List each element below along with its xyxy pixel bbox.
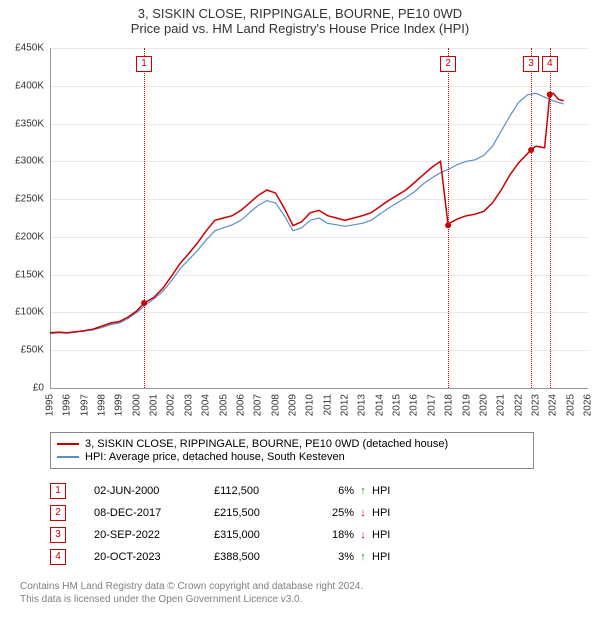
sale-row-badge: 2	[50, 505, 66, 521]
y-tick-label: £250K	[15, 194, 44, 205]
x-tick-label: 2008	[270, 394, 281, 416]
x-tick-label: 2017	[426, 394, 437, 416]
x-tick-label: 2019	[461, 394, 472, 416]
legend-label: HPI: Average price, detached house, Sout…	[85, 451, 345, 463]
sale-row: 3 20-SEP-2022£315,00018%↓HPI	[50, 524, 412, 546]
sale-date: 20-SEP-2022	[94, 529, 214, 541]
y-tick-label: £0	[33, 383, 44, 394]
chart-container: 3, SISKIN CLOSE, RIPPINGALE, BOURNE, PE1…	[0, 0, 600, 620]
sale-marker-line	[550, 48, 551, 388]
series-hpi	[50, 93, 564, 333]
arrow-up-icon: ↑	[354, 551, 372, 563]
y-tick-label: £100K	[15, 307, 44, 318]
arrow-down-icon: ↓	[354, 507, 372, 519]
sale-row-badge: 4	[50, 549, 66, 565]
x-tick-label: 2015	[392, 394, 403, 416]
sale-marker-badge: 2	[440, 56, 456, 72]
x-tick-label: 2011	[322, 394, 333, 416]
title-address: 3, SISKIN CLOSE, RIPPINGALE, BOURNE, PE1…	[0, 6, 600, 21]
sale-marker-badge: 3	[523, 56, 539, 72]
sale-row-badge: 1	[50, 483, 66, 499]
x-tick-label: 2026	[583, 394, 594, 416]
x-tick-label: 2010	[305, 394, 316, 416]
sale-marker-line	[448, 48, 449, 388]
sale-price: £388,500	[214, 551, 304, 563]
arrow-up-icon: ↑	[354, 485, 372, 497]
y-tick-label: £150K	[15, 269, 44, 280]
legend-box: 3, SISKIN CLOSE, RIPPINGALE, BOURNE, PE1…	[50, 432, 534, 469]
y-tick-label: £50K	[21, 345, 44, 356]
x-tick-label: 1995	[45, 394, 56, 416]
x-tick-label: 2020	[478, 394, 489, 416]
x-tick-label: 2000	[131, 394, 142, 416]
sale-pct: 25%	[304, 507, 354, 519]
x-tick-label: 2025	[565, 394, 576, 416]
legend-item: 3, SISKIN CLOSE, RIPPINGALE, BOURNE, PE1…	[57, 438, 527, 450]
sale-row-badge: 3	[50, 527, 66, 543]
sale-price: £215,500	[214, 507, 304, 519]
sale-row: 2 08-DEC-2017£215,50025%↓HPI	[50, 502, 412, 524]
sale-hpi-label: HPI	[372, 485, 412, 497]
sale-date: 02-JUN-2000	[94, 485, 214, 497]
footer-line1: Contains HM Land Registry data © Crown c…	[20, 580, 363, 593]
legend-swatch	[57, 456, 79, 458]
x-tick-label: 2009	[287, 394, 298, 416]
x-tick-label: 1996	[62, 394, 73, 416]
x-tick-label: 2023	[530, 394, 541, 416]
sales-table: 102-JUN-2000£112,5006%↑HPI208-DEC-2017£2…	[50, 480, 412, 568]
sale-row: 1 02-JUN-2000£112,5006%↑HPI	[50, 480, 412, 502]
x-tick-label: 2007	[253, 394, 264, 416]
sale-hpi-label: HPI	[372, 529, 412, 541]
x-tick-label: 2012	[340, 394, 351, 416]
x-tick-label: 1998	[97, 394, 108, 416]
arrow-down-icon: ↓	[354, 529, 372, 541]
sale-price: £315,000	[214, 529, 304, 541]
sale-marker-line	[531, 48, 532, 388]
y-tick-label: £450K	[15, 43, 44, 54]
chart-plot-area: £0£50K£100K£150K£200K£250K£300K£350K£400…	[50, 48, 588, 388]
y-tick-label: £350K	[15, 118, 44, 129]
title-subtitle: Price paid vs. HM Land Registry's House …	[0, 21, 600, 36]
x-tick-label: 2021	[496, 394, 507, 416]
sale-date: 08-DEC-2017	[94, 507, 214, 519]
x-tick-label: 2024	[548, 394, 559, 416]
sale-date: 20-OCT-2023	[94, 551, 214, 563]
chart-svg	[50, 48, 588, 388]
sale-marker-badge: 4	[542, 56, 558, 72]
x-tick-label: 2022	[513, 394, 524, 416]
x-tick-label: 1997	[79, 394, 90, 416]
x-tick-label: 2014	[374, 394, 385, 416]
footer-line2: This data is licensed under the Open Gov…	[20, 593, 363, 606]
sale-row: 4 20-OCT-2023£388,5003%↑HPI	[50, 546, 412, 568]
x-tick-label: 2018	[444, 394, 455, 416]
x-tick-label: 2001	[149, 394, 160, 416]
sale-pct: 18%	[304, 529, 354, 541]
y-tick-label: £300K	[15, 156, 44, 167]
sale-pct: 6%	[304, 485, 354, 497]
legend-item: HPI: Average price, detached house, Sout…	[57, 451, 527, 463]
x-tick-label: 2005	[218, 394, 229, 416]
y-tick-label: £400K	[15, 80, 44, 91]
x-tick-label: 2016	[409, 394, 420, 416]
series-property	[50, 93, 564, 332]
sale-hpi-label: HPI	[372, 551, 412, 563]
x-tick-label: 2002	[166, 394, 177, 416]
title-block: 3, SISKIN CLOSE, RIPPINGALE, BOURNE, PE1…	[0, 0, 600, 36]
y-tick-label: £200K	[15, 231, 44, 242]
x-tick-label: 1999	[114, 394, 125, 416]
x-tick-label: 2004	[201, 394, 212, 416]
legend-label: 3, SISKIN CLOSE, RIPPINGALE, BOURNE, PE1…	[85, 438, 448, 450]
x-tick-label: 2003	[183, 394, 194, 416]
sale-hpi-label: HPI	[372, 507, 412, 519]
sale-marker-badge: 1	[136, 56, 152, 72]
x-axis-line	[50, 388, 588, 389]
sale-price: £112,500	[214, 485, 304, 497]
sale-marker-line	[144, 48, 145, 388]
x-tick-label: 2006	[235, 394, 246, 416]
legend-swatch	[57, 443, 79, 445]
x-tick-label: 2013	[357, 394, 368, 416]
sale-pct: 3%	[304, 551, 354, 563]
footer-attribution: Contains HM Land Registry data © Crown c…	[20, 580, 363, 606]
